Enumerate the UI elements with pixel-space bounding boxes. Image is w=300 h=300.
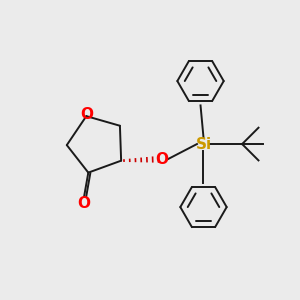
Text: O: O — [80, 107, 93, 122]
Text: O: O — [78, 196, 91, 211]
Text: O: O — [155, 152, 168, 167]
Text: Si: Si — [195, 136, 212, 152]
